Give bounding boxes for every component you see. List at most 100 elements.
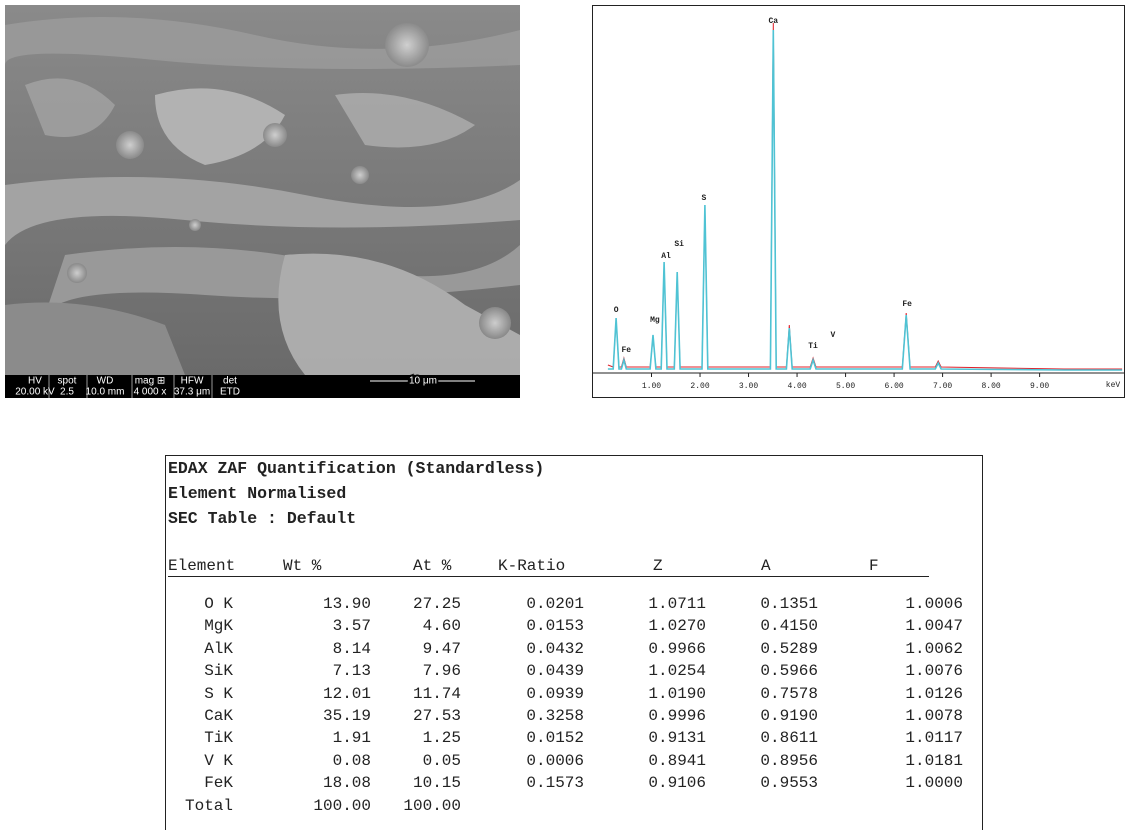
peak-label: Al <box>661 252 671 261</box>
peak-label: O <box>614 306 619 315</box>
info-value: 10.0 mm <box>86 387 125 398</box>
table-cell: TiK <box>204 729 233 748</box>
table-cell: 0.3258 <box>526 707 584 725</box>
table-cell: O K <box>204 595 233 613</box>
table-cell: 0.9553 <box>760 774 818 793</box>
table-cell: 12.01 <box>322 684 371 703</box>
table-cell: MgK <box>204 617 233 636</box>
table-cell: 0.9996 <box>648 707 706 725</box>
table-cell: 0.8956 <box>760 751 818 770</box>
table-cell: 1.0126 <box>905 684 963 703</box>
column-header: K-Ratio <box>498 557 566 575</box>
header-underline <box>168 576 929 577</box>
table-cell: 11.74 <box>412 684 461 703</box>
table-cell: 10.15 <box>412 774 461 793</box>
table-cell: 7.96 <box>422 662 461 681</box>
x-tick-label: 3.00 <box>739 382 758 391</box>
table-cell: 3.57 <box>332 617 371 636</box>
table-cell: CaK <box>204 707 233 725</box>
x-tick-label: 6.00 <box>884 382 903 391</box>
table-cell: AlK <box>204 639 233 658</box>
column-header: F <box>869 557 879 575</box>
peak-label: Ti <box>808 342 818 351</box>
table-cell: 0.9131 <box>648 729 706 748</box>
table-cell: 0.9966 <box>648 639 706 658</box>
x-tick-label: 9.00 <box>1030 382 1049 391</box>
table-cell: 27.25 <box>412 595 461 613</box>
peak-label: S <box>702 194 707 203</box>
table-cell: 100.00 <box>313 796 371 815</box>
table-cell: Total <box>184 796 233 815</box>
scale-bar-label: 10 μm <box>409 376 437 387</box>
info-header: HV <box>28 376 42 387</box>
table-cell: 1.0190 <box>648 684 706 703</box>
info-header: HFW <box>181 376 204 387</box>
table-cell: 0.0432 <box>526 639 584 658</box>
table-cell: 7.13 <box>332 662 371 681</box>
table-cell: 1.0181 <box>905 751 963 770</box>
info-header: mag ⊞ <box>135 376 166 387</box>
table-cell: 1.0006 <box>905 595 963 613</box>
info-header: WD <box>97 376 114 387</box>
info-value: 2.5 <box>60 387 74 398</box>
table-cell: 0.1351 <box>760 595 818 613</box>
table-cell: 1.0270 <box>648 617 706 636</box>
column-header: Z <box>653 557 663 575</box>
table-cell: 13.90 <box>322 595 371 613</box>
info-header: det <box>223 376 237 387</box>
info-value: 20.00 kV <box>15 387 55 398</box>
table-cell: 0.5966 <box>760 662 818 681</box>
table-cell: 0.4150 <box>760 617 818 636</box>
column-header: At % <box>413 557 452 575</box>
table-title-line: SEC Table : Default <box>168 509 357 528</box>
spectrum-line <box>607 29 1123 371</box>
table-cell: 0.0201 <box>526 595 584 613</box>
table-cell: 1.0078 <box>905 707 963 725</box>
table-cell: 1.0117 <box>905 729 963 748</box>
x-tick-label: 7.00 <box>933 382 952 391</box>
spectrum-chart: keV 1.00 2.00 3.00 4.00 5.00 6.00 7.00 8.00 9.00… <box>592 5 1125 398</box>
table-cell: 1.0047 <box>905 617 963 636</box>
peak-label: Si <box>674 240 684 249</box>
x-tick-label: 1.00 <box>642 382 661 391</box>
column-header: Element <box>168 557 236 575</box>
table-cell: 8.14 <box>332 639 371 658</box>
table-cell: 0.0153 <box>526 617 584 636</box>
table-cell: 0.8941 <box>648 751 706 770</box>
table-cell: 0.1573 <box>526 774 584 793</box>
table-cell: 9.47 <box>422 639 461 658</box>
column-header: Wt % <box>283 557 322 575</box>
info-value: 37.3 μm <box>174 387 210 398</box>
table-cell: 0.7578 <box>760 684 818 703</box>
x-tick-label: 4.00 <box>787 382 806 391</box>
table-cell: 1.0254 <box>648 662 706 681</box>
table-cell: 0.0439 <box>526 662 584 681</box>
table-cell: V K <box>204 751 233 770</box>
chart-frame <box>592 5 1125 398</box>
table-cell: 1.0711 <box>648 595 706 613</box>
table-cell: 0.9190 <box>760 707 818 725</box>
table-cell: 0.05 <box>422 751 461 770</box>
table-cell: 0.0939 <box>526 684 584 703</box>
table-cell: 4.60 <box>422 617 461 636</box>
table-cell: 1.0000 <box>905 774 963 793</box>
quantification-table: EDAX ZAF Quantification (Standardless) El… <box>165 455 983 830</box>
table-cell: 0.8611 <box>760 729 818 748</box>
peak-label: Fe <box>621 346 631 355</box>
table-cell: 35.19 <box>322 707 371 725</box>
table-title-line: Element Normalised <box>168 484 347 503</box>
peak-label: Ca <box>768 17 778 26</box>
table-cell: 18.08 <box>322 774 371 793</box>
info-value: 4 000 x <box>134 387 167 398</box>
sem-texture <box>5 17 520 375</box>
x-tick-label: 5.00 <box>836 382 855 391</box>
table-cell: 27.53 <box>412 707 461 725</box>
peak-label: Fe <box>902 300 912 309</box>
table-cell: FeK <box>204 774 233 793</box>
table-title-line: EDAX ZAF Quantification (Standardless) <box>168 459 545 478</box>
peak-label: V <box>831 331 836 340</box>
x-tick-label: 2.00 <box>690 382 709 391</box>
